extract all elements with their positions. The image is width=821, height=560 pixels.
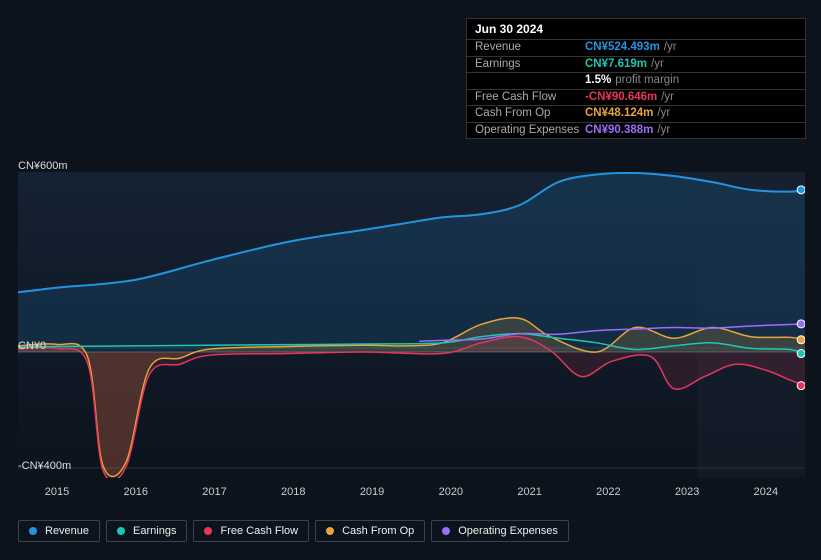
y-tick-label: CN¥600m [18,160,68,172]
tooltip-row: EarningsCN¥7.619m/yr [467,56,805,73]
legend-label: Operating Expenses [458,525,558,537]
tooltip-row: Free Cash Flow-CN¥90.646m/yr [467,89,805,106]
tooltip-label: Operating Expenses [475,125,585,137]
tooltip-row: 1.5% profit margin [467,72,805,89]
tooltip-unit: /yr [664,42,677,54]
legend-label: Free Cash Flow [220,525,298,537]
tooltip-row: RevenueCN¥524.493m/yr [467,39,805,56]
financials-chart[interactable] [18,172,805,478]
x-tick-label: 2020 [412,486,490,498]
tooltip-value: CN¥524.493m [585,42,660,54]
x-tick-label: 2021 [491,486,569,498]
legend-dot-icon [117,527,125,535]
tooltip-unit: /yr [657,108,670,120]
x-tick-label: 2023 [648,486,726,498]
tooltip-label: Cash From Op [475,108,585,120]
tooltip-value: -CN¥90.646m [585,92,657,104]
x-tick-label: 2024 [727,486,805,498]
tooltip-label: Earnings [475,59,585,71]
legend-label: Cash From Op [342,525,414,537]
legend-dot-icon [29,527,37,535]
tooltip-row: Cash From OpCN¥48.124m/yr [467,105,805,122]
legend-item-operating-expenses[interactable]: Operating Expenses [431,520,569,542]
y-tick-label: CN¥0 [18,340,46,352]
x-tick-label: 2017 [176,486,254,498]
legend-item-free-cash-flow[interactable]: Free Cash Flow [193,520,309,542]
series-marker[interactable] [797,336,805,344]
tooltip-unit: /yr [661,92,674,104]
x-tick-label: 2019 [333,486,411,498]
x-axis: 2015201620172018201920202021202220232024 [18,486,805,498]
legend-dot-icon [326,527,334,535]
legend-item-cash-from-op[interactable]: Cash From Op [315,520,425,542]
chart-container: { "background_color": "#0c131d", "toolti… [0,0,821,560]
tooltip-unit: /yr [657,125,670,137]
y-tick-label: -CN¥400m [18,460,71,472]
x-tick-label: 2016 [97,486,175,498]
tooltip-value: 1.5% [585,75,611,87]
legend-label: Revenue [45,525,89,537]
legend-dot-icon [204,527,212,535]
tooltip-row: Operating ExpensesCN¥90.388m/yr [467,122,805,139]
chart-tooltip: Jun 30 2024 RevenueCN¥524.493m/yrEarning… [466,18,806,139]
series-marker[interactable] [797,382,805,390]
series-marker[interactable] [797,320,805,328]
tooltip-value: CN¥7.619m [585,59,647,71]
tooltip-value: CN¥90.388m [585,125,653,137]
series-marker[interactable] [797,186,805,194]
legend-item-earnings[interactable]: Earnings [106,520,187,542]
tooltip-value: CN¥48.124m [585,108,653,120]
tooltip-label: Free Cash Flow [475,92,585,104]
tooltip-unit: /yr [651,59,664,71]
tooltip-unit: profit margin [615,75,679,87]
x-tick-label: 2022 [569,486,647,498]
tooltip-date: Jun 30 2024 [467,19,805,39]
x-tick-label: 2015 [18,486,96,498]
tooltip-label: Revenue [475,42,585,54]
chart-legend: Revenue Earnings Free Cash Flow Cash From O… [18,520,569,542]
legend-label: Earnings [133,525,176,537]
legend-item-revenue[interactable]: Revenue [18,520,100,542]
x-tick-label: 2018 [254,486,332,498]
series-marker[interactable] [797,350,805,358]
legend-dot-icon [442,527,450,535]
